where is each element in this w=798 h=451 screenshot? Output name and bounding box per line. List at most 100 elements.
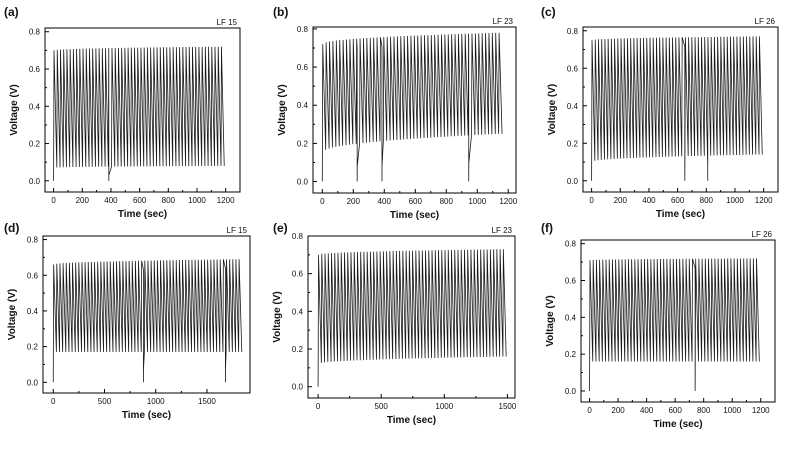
x-tick-label: 500 xyxy=(375,402,389,411)
panel-2: (b) LF 23 0.0 0.2 0.4 0.6 0.8 0 200 400 600 800 1000… xyxy=(273,5,518,221)
sample-annotation: LF 26 xyxy=(755,17,776,26)
x-tick-label: 1200 xyxy=(752,406,770,415)
y-tick-label: 0.6 xyxy=(565,277,577,286)
voltage-series xyxy=(591,36,763,181)
sample-annotation: LF 15 xyxy=(217,18,238,27)
x-axis-title: Time (sec) xyxy=(387,415,436,426)
sample-annotation: LF 23 xyxy=(492,226,513,235)
x-tick-label: 0 xyxy=(51,397,56,406)
voltage-series xyxy=(317,249,507,387)
y-tick-label: 0.2 xyxy=(292,345,304,354)
x-tick-label: 1000 xyxy=(188,196,206,205)
x-tick-label: 0 xyxy=(320,197,325,206)
plot-frame xyxy=(580,239,776,403)
x-tick-label: 0 xyxy=(589,196,594,205)
panel-label: (e) xyxy=(273,221,288,235)
y-tick-label: 0.8 xyxy=(297,25,309,34)
x-tick-label: 800 xyxy=(697,406,711,415)
plot-frame xyxy=(307,235,516,399)
x-tick-label: 400 xyxy=(640,406,654,415)
x-tick-label: 400 xyxy=(378,197,392,206)
y-tick-label: 0.0 xyxy=(565,387,577,396)
x-tick-label: 1000 xyxy=(723,406,741,415)
x-axis-title: Time (sec) xyxy=(390,210,439,221)
y-tick-label: 0.2 xyxy=(297,139,309,148)
plot-frame xyxy=(582,26,779,193)
x-tick-label: 200 xyxy=(611,406,625,415)
panel-label: (d) xyxy=(4,221,19,235)
panel-label: (a) xyxy=(4,5,19,19)
y-axis-title: Voltage (V) xyxy=(272,291,283,342)
sample-annotation: LF 15 xyxy=(227,226,248,235)
x-tick-label: 1200 xyxy=(499,197,517,206)
x-tick-label: 0 xyxy=(316,402,321,411)
panel-3: (c) LF 26 0.0 0.2 0.4 0.6 0.8 0 200 400 600 800 1000… xyxy=(541,5,779,220)
x-axis-title: Time (sec) xyxy=(122,410,171,421)
y-axis-title: Voltage (V) xyxy=(9,84,20,135)
y-axis-title: Voltage (V) xyxy=(7,289,18,340)
x-tick-label: 200 xyxy=(614,196,628,205)
y-tick-label: 0.8 xyxy=(29,28,41,37)
x-tick-label: 1000 xyxy=(726,196,744,205)
y-tick-label: 0.0 xyxy=(292,383,304,392)
sample-annotation: LF 26 xyxy=(752,230,773,239)
y-tick-label: 0.8 xyxy=(567,27,579,36)
x-axis-title: Time (sec) xyxy=(653,419,702,430)
y-tick-label: 0.2 xyxy=(567,139,579,148)
y-tick-label: 0.6 xyxy=(292,270,304,279)
x-tick-label: 600 xyxy=(409,197,423,206)
x-tick-label: 0 xyxy=(587,406,592,415)
panel-5: (e) LF 23 0.0 0.2 0.4 0.6 0.8 0 500 1000 1500 Time … xyxy=(272,221,517,426)
plot-frame xyxy=(44,27,241,193)
x-tick-label: 800 xyxy=(162,196,176,205)
x-tick-label: 500 xyxy=(98,397,112,406)
voltage-series xyxy=(52,259,243,383)
x-tick-label: 1200 xyxy=(755,196,773,205)
y-tick-label: 0.4 xyxy=(567,102,579,111)
y-tick-label: 0.6 xyxy=(29,65,41,74)
y-tick-label: 0.4 xyxy=(29,102,41,111)
y-tick-label: 0.0 xyxy=(29,177,41,186)
y-tick-label: 0.0 xyxy=(297,178,309,187)
panel-label: (c) xyxy=(541,5,556,19)
x-axis-title: Time (sec) xyxy=(656,209,705,220)
panel-6: (f) LF 26 0.0 0.2 0.4 0.6 0.8 0 200 400 600 800 1000… xyxy=(541,221,776,430)
panel-4: (d) LF 15 0.0 0.2 0.4 0.6 0.8 0 500 1000 1500 Time … xyxy=(4,221,251,421)
voltage-series xyxy=(589,258,760,391)
y-axis-title: Voltage (V) xyxy=(277,84,288,135)
x-tick-label: 1000 xyxy=(147,397,165,406)
y-tick-label: 0.6 xyxy=(567,64,579,73)
y-tick-label: 0.2 xyxy=(565,350,577,359)
y-tick-label: 0.6 xyxy=(27,271,39,280)
x-axis-title: Time (sec) xyxy=(118,209,167,220)
y-tick-label: 0.2 xyxy=(29,140,41,149)
x-tick-label: 600 xyxy=(668,406,682,415)
y-tick-label: 0.0 xyxy=(567,177,579,186)
y-tick-label: 0.2 xyxy=(27,343,39,352)
x-tick-label: 800 xyxy=(440,197,454,206)
plot-frame xyxy=(42,235,251,394)
y-tick-label: 0.8 xyxy=(292,232,304,241)
x-tick-label: 400 xyxy=(104,196,118,205)
y-tick-label: 0.4 xyxy=(565,313,577,322)
x-tick-label: 600 xyxy=(671,196,685,205)
x-tick-label: 1500 xyxy=(198,397,216,406)
y-tick-label: 0.4 xyxy=(292,307,304,316)
y-tick-label: 0.8 xyxy=(565,240,577,249)
x-tick-label: 200 xyxy=(347,197,361,206)
y-axis-title: Voltage (V) xyxy=(545,295,556,346)
x-tick-label: 1500 xyxy=(499,402,517,411)
y-tick-label: 0.4 xyxy=(27,307,39,316)
x-tick-label: 200 xyxy=(76,196,90,205)
x-tick-label: 1200 xyxy=(217,196,235,205)
x-tick-label: 800 xyxy=(700,196,714,205)
x-tick-label: 400 xyxy=(642,196,656,205)
x-tick-label: 1000 xyxy=(435,402,453,411)
plot-frame xyxy=(312,26,517,194)
y-axis-title: Voltage (V) xyxy=(547,84,558,135)
x-tick-label: 0 xyxy=(51,196,56,205)
y-tick-label: 0.4 xyxy=(297,101,309,110)
panel-label: (f) xyxy=(541,221,553,235)
y-tick-label: 0.8 xyxy=(27,236,39,245)
